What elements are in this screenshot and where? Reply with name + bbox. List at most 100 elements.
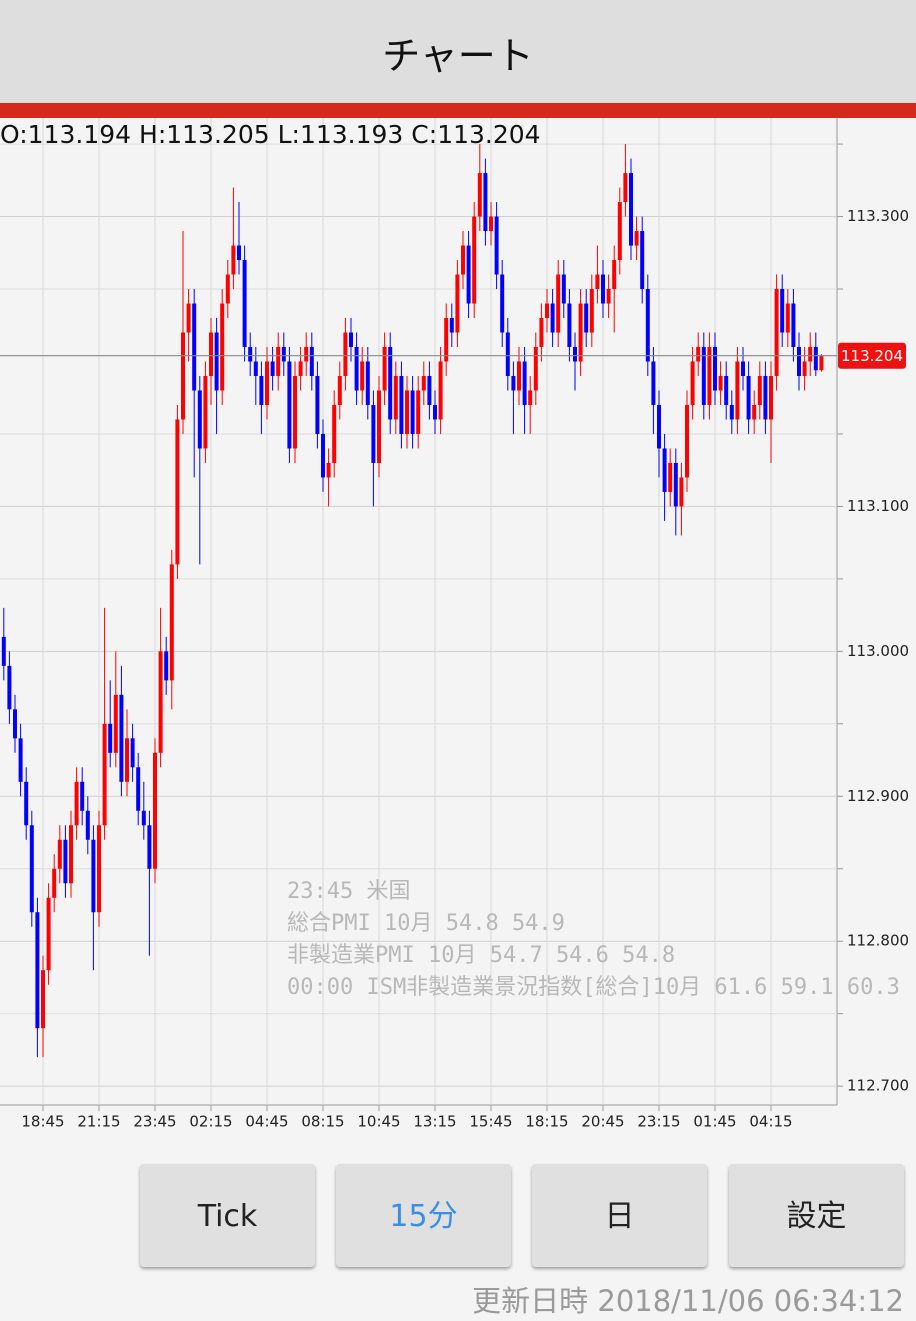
candle-body <box>662 448 667 492</box>
candle-body <box>657 404 661 449</box>
settings-button[interactable]: 設定 <box>729 1164 904 1267</box>
candle-body <box>74 781 79 826</box>
y-tick-label: 112.700 <box>847 1077 909 1095</box>
candle-body <box>337 375 342 405</box>
candle-body <box>707 346 712 405</box>
candle-body <box>511 375 516 391</box>
candle-body <box>651 361 656 405</box>
candle-body <box>326 462 331 478</box>
candle-body <box>483 173 488 232</box>
candle-body <box>416 390 421 434</box>
candle-body <box>321 433 325 478</box>
candle-body <box>785 303 790 333</box>
header-bar <box>0 103 916 118</box>
candle-body <box>522 361 527 405</box>
candle-body <box>589 289 594 333</box>
candle-body <box>276 346 281 376</box>
y-tick-label: 113.000 <box>847 642 909 660</box>
x-tick-label: 21:15 <box>77 1113 120 1131</box>
candle-body <box>136 767 141 811</box>
candle-body <box>91 839 96 913</box>
ohlc-space <box>270 120 278 149</box>
ohlc-value: 113.193 <box>300 120 403 149</box>
candle-body <box>729 404 734 420</box>
candle-body <box>113 694 118 753</box>
x-tick-label: 15:45 <box>469 1113 512 1131</box>
candle-body <box>774 289 779 376</box>
event-annotation: 23:45 米国 <box>287 879 410 904</box>
candle-body <box>690 361 695 405</box>
candle-body <box>315 375 320 434</box>
candle-body <box>304 346 309 362</box>
candle-body <box>69 825 73 884</box>
candle-body <box>225 274 230 304</box>
candle-body <box>164 651 169 681</box>
event-annotation: 非製造業PMI 10月 54.7 54.6 54.8 <box>287 943 675 968</box>
candle-body <box>561 274 566 304</box>
day-button[interactable]: 日 <box>532 1164 707 1267</box>
candle-body <box>158 651 163 753</box>
ohlc-readout: O:113.194 H:113.205 L:113.193 C:113.204 <box>0 120 541 149</box>
candle-body <box>438 361 443 420</box>
ohlc-key: L: <box>278 120 300 149</box>
candle-body <box>259 375 264 405</box>
candle-body <box>41 970 45 1029</box>
ohlc-value: 113.204 <box>437 120 540 149</box>
x-tick-label: 02:15 <box>189 1113 232 1131</box>
chart-bg <box>0 118 916 1160</box>
x-tick-label: 20:45 <box>581 1113 624 1131</box>
candle-body <box>449 318 454 333</box>
candle-body <box>724 375 729 405</box>
15min-button[interactable]: 15分 <box>336 1164 511 1267</box>
candle-body <box>108 723 113 753</box>
candle-body <box>130 738 135 768</box>
candle-body <box>343 332 348 376</box>
candle-body <box>85 810 90 840</box>
candle-body <box>399 375 404 434</box>
current-price-box <box>838 342 906 369</box>
ohlc-value: 113.205 <box>166 120 269 149</box>
candle-body <box>578 303 583 362</box>
x-tick-label: 13:15 <box>413 1113 456 1131</box>
app-title: チャート <box>0 0 916 103</box>
candle-body <box>29 825 34 913</box>
candle-body <box>119 694 124 782</box>
candle-body <box>181 332 185 420</box>
candle-body <box>13 709 17 739</box>
candle-body <box>371 404 376 463</box>
candle-body <box>405 390 409 434</box>
candle-body <box>102 723 107 826</box>
candle-body <box>584 303 589 333</box>
candle-body <box>421 375 426 391</box>
candle-body <box>125 738 129 782</box>
candle-body <box>673 462 678 507</box>
candle-body <box>46 897 51 971</box>
ohlc-key: H: <box>139 120 166 149</box>
candle-body <box>248 346 253 362</box>
candle-body <box>685 404 689 478</box>
candle-body <box>573 346 577 362</box>
candle-body <box>309 346 314 376</box>
candle-body <box>528 390 533 405</box>
x-tick-label: 18:45 <box>21 1113 64 1131</box>
candle-body <box>80 781 85 811</box>
candle-body <box>153 752 157 869</box>
candle-body <box>679 477 684 507</box>
candle-body <box>220 303 225 391</box>
candle-body <box>97 825 101 913</box>
update-timestamp: 2018/11/06 06:34:12 <box>597 1284 904 1318</box>
candle-body <box>477 173 482 217</box>
candle-body <box>505 332 510 376</box>
ohlc-key: O: <box>0 120 28 149</box>
candle-body <box>186 303 191 333</box>
ohlc-key: C: <box>411 120 437 149</box>
candle-body <box>606 289 611 304</box>
candle-body <box>595 274 600 290</box>
y-tick-label: 113.100 <box>847 497 909 515</box>
candle-body <box>427 375 432 405</box>
candle-body <box>567 303 572 347</box>
tick-button[interactable]: Tick <box>140 1164 315 1267</box>
candle-body <box>237 245 241 261</box>
candle-body <box>769 375 773 420</box>
x-tick-label: 01:45 <box>693 1113 736 1131</box>
